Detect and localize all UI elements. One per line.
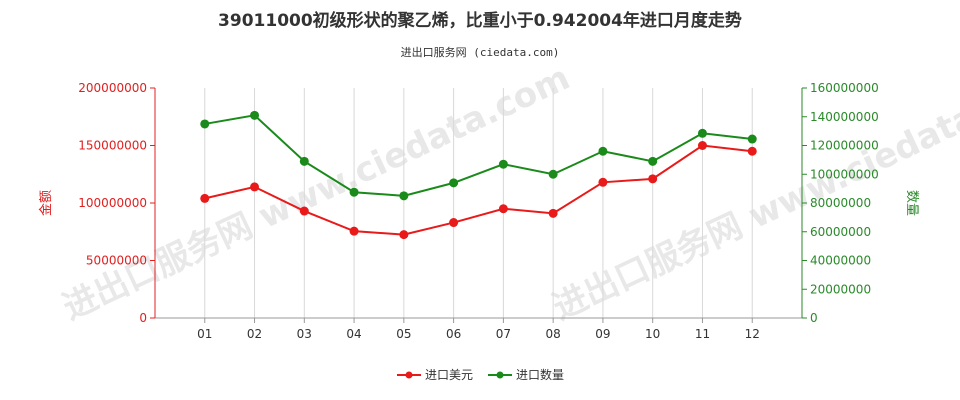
chart-subtitle: 进出口服务网 (ciedata.com) [401,45,560,59]
data-point-1-03 [299,206,309,216]
x-tick-label-04: 04 [346,327,361,341]
series-1 [200,141,757,240]
data-point-2-11 [697,128,707,138]
x-axis: 01 02 03 04 05 06 07 08 09 10 11 12 [197,318,760,341]
left-tick-label: 50000000 [86,254,147,268]
data-point-1-07 [498,204,508,214]
data-point-2-09 [598,146,608,156]
legend: 进口美元 进口数量 [397,367,564,382]
right-tick-label: 0 [810,311,818,325]
right-tick-label: 60000000 [810,225,871,239]
data-point-1-05 [399,230,409,240]
series-2 [200,110,757,201]
x-tick-label-01: 01 [197,327,212,341]
data-point-2-08 [548,169,558,179]
data-point-2-02 [250,110,260,120]
x-tick-label-08: 08 [546,327,561,341]
right-tick-label: 20000000 [810,282,871,296]
left-axis-label: 金额 [38,190,54,216]
x-tick-label-10: 10 [645,327,660,341]
legend-item-2: 进口数量 [488,367,564,382]
right-axis: 0 20000000 40000000 60000000 80000000 1000000… [801,81,879,325]
x-tick-label-02: 02 [247,327,262,341]
right-tick-label: 140000000 [810,110,879,124]
data-point-1-02 [250,182,260,192]
data-point-2-05 [399,191,409,201]
watermark-left: 进出口服务网 www.ciedata.com [57,58,576,328]
x-tick-label-12: 12 [745,327,760,341]
series-line-2 [204,114,753,197]
watermark-right: 进出口服务网 www.ciedata.com [547,58,960,328]
data-point-1-09 [598,177,608,187]
legend-marker [496,371,504,379]
right-tick-label: 80000000 [810,196,871,210]
x-tick-label-11: 11 [695,327,710,341]
data-point-1-12 [747,146,757,156]
data-point-1-04 [349,226,359,236]
x-tick-label-07: 07 [496,327,511,341]
data-point-2-06 [449,178,459,188]
data-point-1-01 [200,193,210,203]
right-tick-label: 40000000 [810,254,871,268]
data-point-2-07 [498,159,508,169]
right-tick-label: 100000000 [810,167,879,181]
data-point-2-04 [349,187,359,197]
x-tick-label-06: 06 [446,327,461,341]
left-tick-label: 0 [139,311,147,325]
x-tick-label-05: 05 [396,327,411,341]
right-tick-label: 160000000 [810,81,879,95]
left-tick-label: 100000000 [78,196,147,210]
series-layer [200,110,757,240]
data-point-1-06 [449,218,459,228]
right-axis-label: 数量 [904,190,919,216]
x-tick-label-03: 03 [297,327,312,341]
left-tick-label: 200000000 [78,81,147,95]
data-point-2-10 [648,156,658,166]
series-line-1 [204,144,753,236]
legend-marker [405,371,413,379]
legend-label: 进口数量 [516,367,564,382]
data-point-2-01 [200,119,210,129]
data-point-1-11 [697,141,707,150]
x-tick-label-09: 09 [595,327,610,341]
data-point-2-03 [299,156,309,166]
right-tick-label: 120000000 [810,139,879,153]
legend-label: 进口美元 [425,368,473,382]
chart-title: 39011000初级形状的聚乙烯，比重小于0.942004年进口月度走势 [218,10,742,31]
data-point-1-10 [648,174,658,184]
data-point-2-12 [747,134,757,144]
left-axis: 0 50000000 100000000 150000000 200000000 [78,81,156,325]
legend-item-1: 进口美元 [397,368,473,382]
left-tick-label: 150000000 [78,139,147,153]
data-point-1-08 [548,208,558,218]
grid [155,88,802,319]
